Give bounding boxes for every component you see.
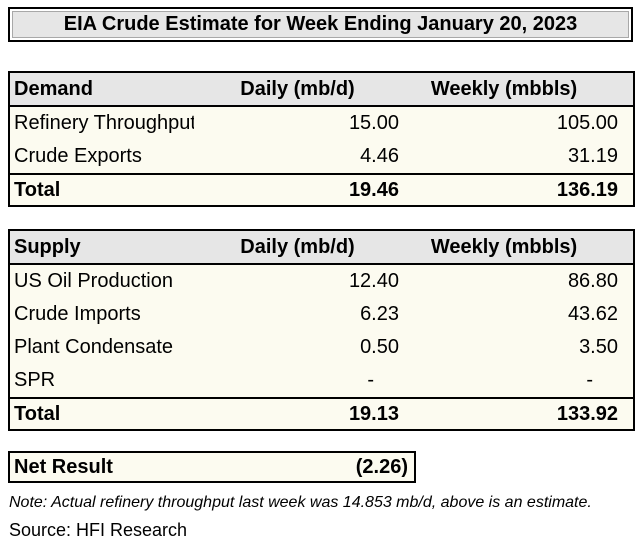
title-box: EIA Crude Estimate for Week Ending Janua… xyxy=(8,7,633,42)
daily-value: 6.23 xyxy=(360,303,399,325)
daily-value: 4.46 xyxy=(360,145,399,167)
net-result-box: Net Result (2.26) xyxy=(8,451,416,483)
demand-total-weekly: 136.19 xyxy=(414,173,634,206)
weekly-value: 86.80 xyxy=(567,270,618,292)
daily-value: 0.50 xyxy=(360,336,399,358)
supply-total-daily: 19.13 xyxy=(194,397,414,430)
demand-header-row: Demand Daily (mb/d) Weekly (mbbls) xyxy=(9,72,634,107)
row-label: US Oil Production xyxy=(14,270,173,292)
table-row: Refinery Throughput 15.00 105.00 xyxy=(9,106,634,140)
row-label: Refinery Throughput xyxy=(14,112,194,134)
row-label: Plant Condensate xyxy=(14,336,174,358)
demand-header-daily: Daily (mb/d) xyxy=(194,72,414,107)
supply-header-weekly: Weekly (mbbls) xyxy=(414,230,634,265)
row-label: Crude Imports xyxy=(14,303,141,325)
weekly-value: - xyxy=(586,369,593,391)
demand-total-row: Total 19.46 136.19 xyxy=(9,173,634,206)
supply-total-weekly: 133.92 xyxy=(414,397,634,430)
source-text: Source: HFI Research xyxy=(9,520,188,540)
supply-header-row: Supply Daily (mb/d) Weekly (mbbls) xyxy=(9,230,634,265)
daily-value: 15.00 xyxy=(348,112,399,134)
demand-header-weekly: Weekly (mbbls) xyxy=(414,72,634,107)
row-label: Crude Exports xyxy=(14,145,142,167)
supply-table: Supply Daily (mb/d) Weekly (mbbls) US Oi… xyxy=(8,229,635,431)
demand-table: Demand Daily (mb/d) Weekly (mbbls) Refin… xyxy=(8,71,635,207)
supply-header-daily: Daily (mb/d) xyxy=(194,230,414,265)
demand-total-daily: 19.46 xyxy=(194,173,414,206)
table-row: SPR - - xyxy=(9,364,634,398)
weekly-value: 3.50 xyxy=(579,336,618,358)
supply-total-label: Total xyxy=(9,397,194,430)
net-result-value: (2.26) xyxy=(355,455,408,478)
note-text: Note: Actual refinery throughput last we… xyxy=(9,494,592,511)
daily-value: - xyxy=(367,369,374,391)
weekly-value: 105.00 xyxy=(556,112,618,134)
net-result-label: Net Result xyxy=(14,455,113,478)
supply-total-row: Total 19.13 133.92 xyxy=(9,397,634,430)
table-row: US Oil Production 12.40 86.80 xyxy=(9,264,634,298)
demand-total-label: Total xyxy=(9,173,194,206)
table-row: Plant Condensate 0.50 3.50 xyxy=(9,331,634,364)
page-title: EIA Crude Estimate for Week Ending Janua… xyxy=(12,11,629,38)
table-row: Crude Exports 4.46 31.19 xyxy=(9,140,634,174)
weekly-value: 31.19 xyxy=(567,145,618,167)
demand-header-label: Demand xyxy=(9,72,194,107)
weekly-value: 43.62 xyxy=(567,303,618,325)
daily-value: 12.40 xyxy=(348,270,399,292)
supply-header-label: Supply xyxy=(9,230,194,265)
table-row: Crude Imports 6.23 43.62 xyxy=(9,298,634,331)
row-label: SPR xyxy=(14,369,56,391)
